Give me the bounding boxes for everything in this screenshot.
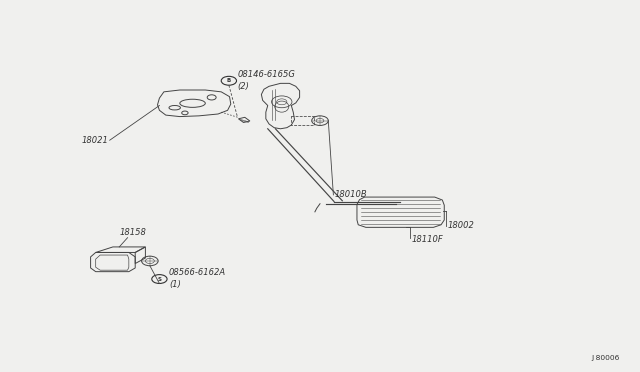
Text: (2): (2)	[238, 82, 250, 91]
Text: 18021: 18021	[81, 136, 108, 145]
Text: 18110F: 18110F	[411, 235, 443, 244]
Text: 08566-6162A: 08566-6162A	[169, 268, 226, 277]
Text: S: S	[157, 276, 161, 282]
Text: 18158: 18158	[119, 228, 146, 237]
Text: J 80006: J 80006	[591, 355, 620, 361]
Text: 18010B: 18010B	[335, 190, 367, 199]
Text: 08146-6165G: 08146-6165G	[238, 70, 296, 79]
Text: B: B	[227, 78, 231, 83]
Text: (1): (1)	[169, 280, 181, 289]
Text: 18002: 18002	[447, 221, 474, 230]
